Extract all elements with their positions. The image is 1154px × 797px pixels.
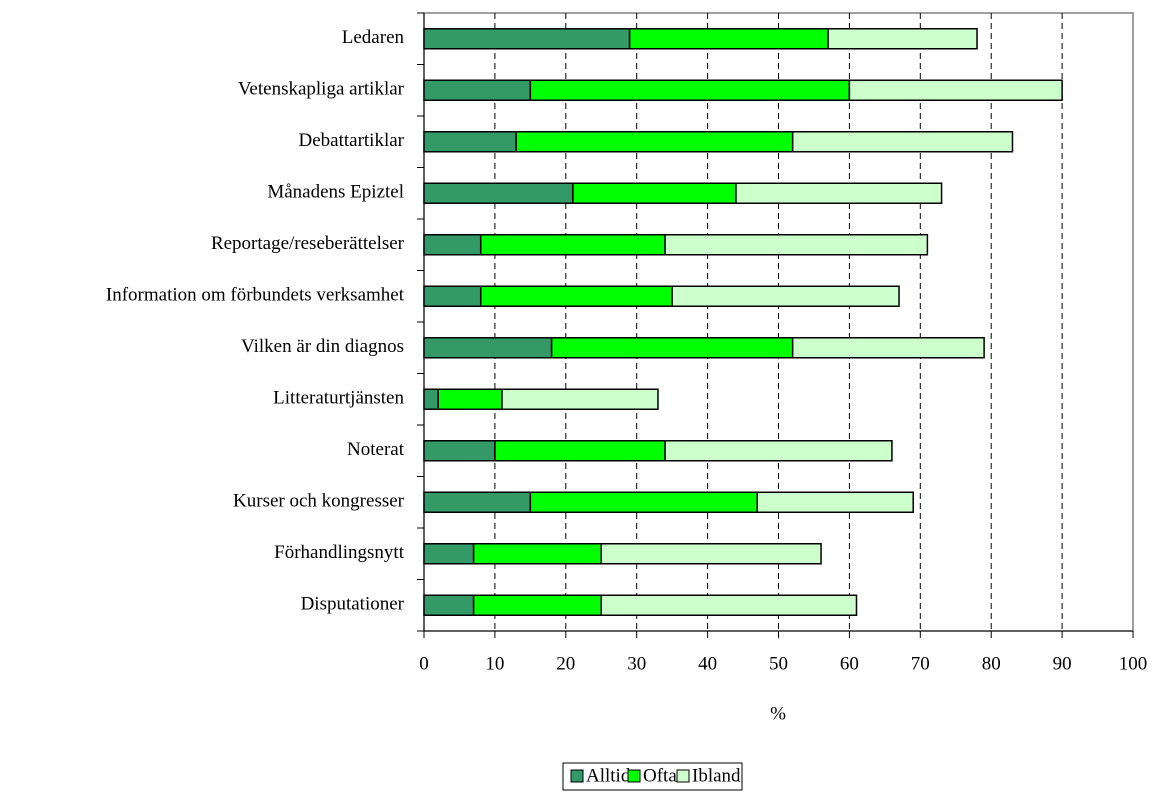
bar-segment xyxy=(472,594,603,616)
bar-segment xyxy=(423,440,496,462)
y-tick-label: Ledaren xyxy=(342,27,405,48)
x-tick-label: 80 xyxy=(982,653,1001,674)
y-tick-label: Vilken är din diagnos xyxy=(241,336,404,357)
bar-segment xyxy=(756,491,914,513)
x-tick-label: 70 xyxy=(911,653,930,674)
x-axis-label: % xyxy=(770,703,786,724)
bar-segment xyxy=(600,543,822,565)
bar-segment xyxy=(423,182,574,204)
legend-label: Ofta xyxy=(643,765,677,786)
bar-segment xyxy=(515,131,794,153)
bar-segment xyxy=(791,131,1014,153)
bar-segment xyxy=(423,543,475,565)
y-tick-label: Information om förbundets verksamhet xyxy=(106,285,405,306)
bar-segment xyxy=(423,285,482,307)
x-tick-label: 60 xyxy=(840,653,859,674)
bar-segment xyxy=(501,388,659,410)
x-tick-label: 40 xyxy=(698,653,717,674)
x-tick-label: 20 xyxy=(556,653,575,674)
bar-segment xyxy=(423,491,532,513)
y-tick-label: Månadens Epiztel xyxy=(267,182,404,203)
bar-segment xyxy=(494,440,666,462)
y-tick-label: Kurser och kongresser xyxy=(233,491,405,512)
bar-segment xyxy=(550,337,794,359)
x-tick-label: 50 xyxy=(769,653,788,674)
y-tick-label: Vetenskapliga artiklar xyxy=(238,79,405,100)
bar-segment xyxy=(529,79,851,101)
legend-swatch xyxy=(676,769,690,783)
legend-label: Alltid xyxy=(586,765,631,786)
y-tick-label: Noterat xyxy=(347,439,405,460)
y-tick-label: Debattartiklar xyxy=(298,130,404,151)
bar-segment xyxy=(600,594,858,616)
y-tick-label: Litteraturtjänsten xyxy=(273,388,404,409)
x-tick-label: 10 xyxy=(485,653,504,674)
bar-segment xyxy=(664,440,893,462)
bar-segment xyxy=(423,131,517,153)
legend-swatch xyxy=(570,769,584,783)
bar-segment xyxy=(671,285,900,307)
bar-segment xyxy=(848,79,1063,101)
x-tick-label: 0 xyxy=(419,653,429,674)
bar-segment xyxy=(437,388,503,410)
bar-segment xyxy=(423,594,475,616)
bar-segment xyxy=(423,388,439,410)
legend-swatch xyxy=(627,769,641,783)
bar-segment xyxy=(423,234,482,256)
x-tick-label: 90 xyxy=(1053,653,1072,674)
y-tick-label: Disputationer xyxy=(301,594,405,615)
x-tick-label: 30 xyxy=(627,653,646,674)
bar-segment xyxy=(472,543,603,565)
bar-segment xyxy=(664,234,929,256)
bar-segment xyxy=(423,28,631,50)
legend xyxy=(562,762,743,791)
bar-segment xyxy=(628,28,829,50)
bar-segment xyxy=(529,491,758,513)
bar-segment xyxy=(423,79,532,101)
y-tick-label: Förhandlingsnytt xyxy=(274,542,405,563)
x-tick-label: 100 xyxy=(1119,653,1148,674)
bar-segment xyxy=(827,28,978,50)
bar-segment xyxy=(735,182,943,204)
bar-segment xyxy=(572,182,737,204)
bar-segment xyxy=(423,337,553,359)
bar-segment xyxy=(479,234,666,256)
bar-segment xyxy=(479,285,673,307)
bar-segment xyxy=(791,337,985,359)
y-tick-label: Reportage/reseberättelser xyxy=(211,233,405,254)
legend-label: Ibland xyxy=(692,765,741,786)
